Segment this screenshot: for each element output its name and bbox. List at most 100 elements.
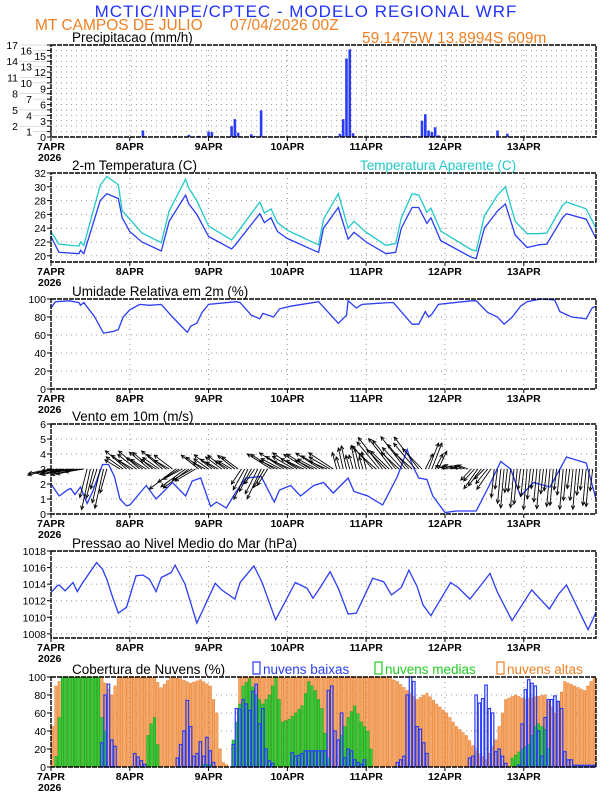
y-tick-label: 40: [34, 726, 46, 738]
precip-bar: [345, 58, 348, 137]
wind-arrowhead: [448, 465, 454, 470]
y-tick-label: 100: [28, 294, 46, 306]
precip-bar: [430, 132, 434, 137]
wind-vector: [331, 452, 338, 470]
x-tick-label: 9APR: [195, 141, 223, 153]
wind-arrowhead: [238, 487, 243, 493]
wind-arrowhead: [529, 484, 534, 490]
cloud-bar-nuvens-altas: [172, 677, 176, 768]
y-tick-label: 5: [40, 434, 46, 446]
wind-arrowhead: [233, 495, 238, 501]
y-tick-label: 6: [40, 419, 46, 431]
wind-vector: [533, 468, 538, 502]
wind-vector: [340, 445, 347, 470]
wind-arrowhead: [98, 488, 104, 494]
x-tick-label: 9APR: [195, 393, 223, 405]
wind-vector: [556, 468, 561, 496]
wind-vector: [500, 468, 505, 508]
cloud-bar-nuvens-medias: [359, 721, 363, 768]
precip-bar: [141, 130, 145, 137]
wind-vector: [174, 468, 196, 482]
cloud-bar-nuvens-medias: [93, 676, 97, 768]
cloud-bar-nuvens-medias: [70, 676, 74, 768]
x-tick-label: 11APR: [350, 518, 384, 530]
wind-vector: [579, 468, 584, 490]
precip-bar: [210, 132, 214, 137]
precip-bar: [348, 49, 352, 138]
wind-arrowhead: [351, 445, 356, 450]
wind-arrowhead: [463, 484, 468, 490]
cloud-bar-nuvens-medias: [146, 735, 150, 768]
y-tick-label: 0: [40, 762, 46, 774]
y-tick-label: 20: [34, 744, 46, 756]
wind-vector: [576, 468, 581, 496]
series-line-rh-0: [50, 298, 597, 334]
wind-vector: [543, 468, 548, 491]
precip-bar: [259, 110, 263, 137]
wind-arrowhead: [578, 485, 583, 491]
x-tick-label: 12APR: [428, 393, 462, 405]
x-tick-label: 11APR: [350, 266, 384, 278]
wind-arrowhead: [282, 453, 288, 459]
x-tick-label: 10APR: [270, 266, 304, 278]
x-tick-label: 9APR: [195, 518, 223, 530]
x-tick-label: 11APR: [350, 393, 384, 405]
wind-vector: [463, 468, 479, 489]
cloud-bar-nuvens-altas: [579, 688, 583, 768]
wind-arrowhead: [140, 450, 146, 455]
y-tick-label: 24: [34, 223, 46, 235]
precip-bar: [427, 130, 430, 137]
wind-arrowhead: [506, 487, 511, 493]
wind-arrowhead: [217, 460, 223, 465]
wind-vector: [272, 456, 295, 470]
wind-arrowhead: [153, 454, 159, 459]
wind-arrowhead: [476, 485, 481, 491]
wind-vector: [247, 453, 272, 470]
wind-vector: [494, 468, 498, 490]
cloud-bar-nuvens-altas: [221, 762, 225, 768]
y-tick-label: 1016: [23, 563, 47, 575]
cloud-bar-nuvens-altas: [159, 687, 163, 768]
cloud-bar-nuvens-altas: [510, 696, 514, 768]
wind-arrowhead: [575, 491, 580, 497]
cloud-bar-nuvens-altas: [445, 712, 449, 768]
cloud-bar-nuvens-baixas: [533, 685, 538, 768]
precip-bar: [351, 133, 355, 137]
x-tick-label: 8APR: [116, 141, 144, 153]
cloud-bar-nuvens-altas: [162, 683, 166, 768]
wind-arrowhead: [548, 501, 553, 507]
wind-arrowhead: [246, 453, 252, 458]
wind-arrowhead: [153, 459, 159, 464]
wind-arrowhead: [581, 501, 586, 507]
wind-vector: [569, 468, 574, 501]
x-tick-label: 13APR: [507, 771, 541, 783]
wind-vector: [244, 468, 259, 494]
wind-arrowhead: [561, 496, 566, 502]
wind-arrowhead: [160, 483, 165, 488]
x-tick-label: 9APR: [195, 642, 223, 654]
x-tick-label: 13APR: [507, 518, 541, 530]
cloud-bar-nuvens-baixas: [257, 723, 262, 768]
cloud-bar-nuvens-baixas: [293, 755, 298, 768]
y-tick-label: 6: [40, 100, 46, 112]
precip-bar: [187, 134, 191, 137]
cloud-bar-nuvens-medias: [97, 676, 101, 768]
wind-vector: [366, 449, 387, 470]
x-tick-label: 9APR: [195, 266, 223, 278]
year-label: 2026: [38, 152, 62, 164]
wind-arrowhead: [89, 484, 94, 490]
wind-arrowhead: [148, 485, 154, 490]
wind-arrowhead: [128, 451, 134, 457]
cloud-bar-nuvens-altas: [507, 697, 511, 768]
cloud-bar-nuvens-baixas: [359, 763, 364, 768]
cloud-bar-nuvens-altas: [573, 685, 577, 768]
wind-arrowhead: [271, 452, 277, 457]
wind-vector: [358, 456, 364, 470]
wind-arrowhead: [185, 456, 191, 462]
wind-arrowhead: [380, 451, 386, 457]
wind-arrowhead: [344, 454, 349, 460]
y-tick-label: 15: [34, 51, 46, 63]
cloud-bar-nuvens-baixas: [113, 745, 117, 768]
y-tick-label: 60: [34, 330, 46, 342]
wind-vector: [337, 447, 344, 470]
